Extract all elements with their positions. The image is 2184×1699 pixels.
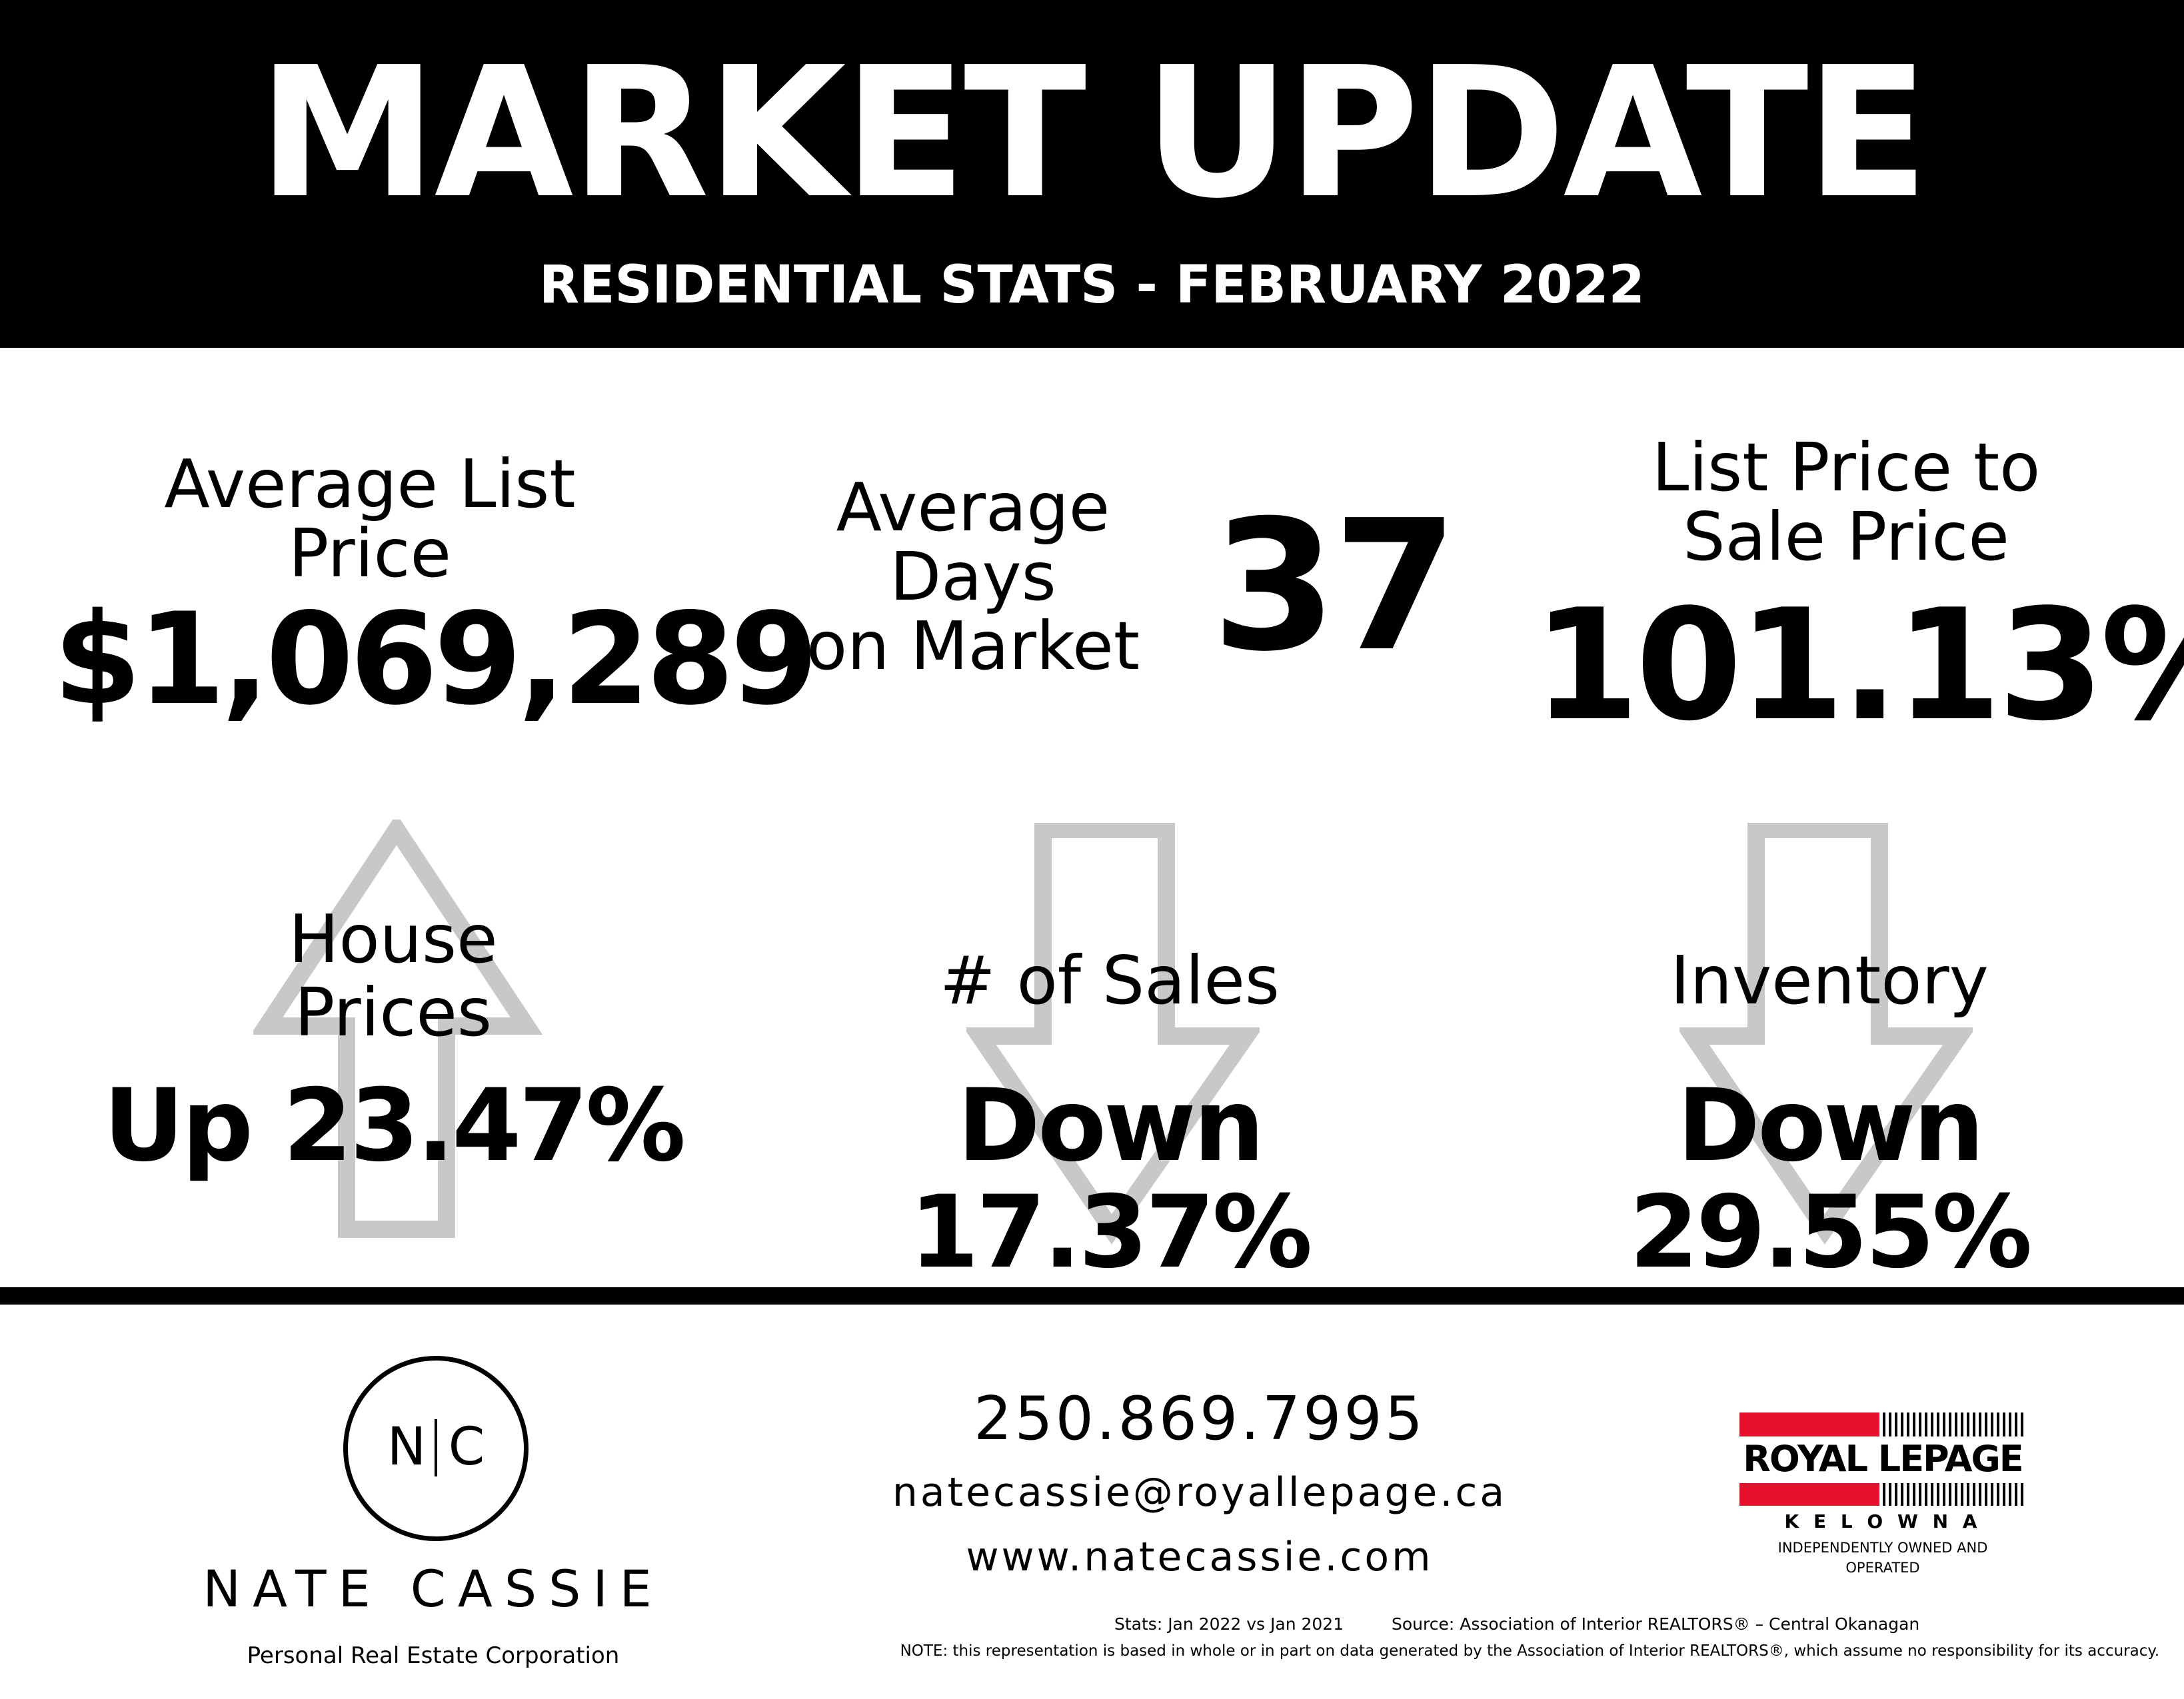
phone-number[interactable]: 250.869.7995 — [974, 1384, 1426, 1454]
brokerage-logo: ROYAL LEPAGE K E L O W N A INDEPENDENTLY… — [1739, 1413, 2026, 1576]
avg-days-value: 37 — [1212, 481, 1458, 691]
stats-note: Stats: Jan 2022 vs Jan 2021 — [1114, 1614, 1344, 1634]
brand-red-bar-top — [1739, 1413, 1879, 1436]
house-prices-label: House Prices — [289, 900, 498, 1051]
sales-value: Down 17.37% — [909, 1068, 1313, 1291]
disclaimer: NOTE: this representation is based in wh… — [900, 1642, 2159, 1660]
agent-logo: N C — [343, 1356, 529, 1541]
brand-red-bar-bottom — [1739, 1483, 1879, 1506]
logo-separator — [435, 1419, 437, 1476]
agent-corp: Personal Real Estate Corporation — [247, 1642, 620, 1669]
footer-divider — [0, 1287, 2184, 1305]
inventory-label: Inventory — [1670, 941, 1989, 1019]
email-link[interactable]: natecassie@royallepage.ca — [892, 1469, 1508, 1516]
logo-initial-right: C — [448, 1417, 485, 1477]
avg-list-price-label: Average List Price — [164, 445, 576, 592]
brokerage-tagline: INDEPENDENTLY OWNED AND OPERATED — [1777, 1540, 1988, 1576]
source-note: Source: Association of Interior REALTORS… — [1392, 1614, 1920, 1634]
barcode-top — [1883, 1413, 2026, 1436]
list-to-sale-value: 101.13% — [1533, 577, 2184, 755]
inventory-value: Down 29.55% — [1629, 1068, 2033, 1291]
down-arrow-icon — [966, 823, 1260, 1245]
page-title: MARKET UPDATE — [257, 28, 1929, 238]
list-to-sale-label: List Price to Sale Price — [1651, 428, 2041, 576]
down-arrow-icon — [1679, 823, 1973, 1245]
avg-list-price-value: $1,069,289 — [53, 586, 818, 733]
logo-initial-left: N — [387, 1417, 427, 1477]
brokerage-name: ROYAL LEPAGE — [1743, 1438, 2023, 1480]
avg-days-label: Average Days on Market — [806, 468, 1140, 685]
page-subtitle: RESIDENTIAL STATS - FEBRUARY 2022 — [539, 255, 1645, 315]
house-prices-value: Up 23.47% — [103, 1068, 686, 1184]
barcode-bottom — [1883, 1483, 2026, 1506]
header-banner — [0, 0, 2184, 348]
sales-label: # of Sales — [940, 941, 1280, 1019]
website-link[interactable]: www.natecassie.com — [966, 1534, 1434, 1580]
brokerage-city: K E L O W N A — [1784, 1510, 1981, 1532]
up-arrow-icon — [253, 820, 543, 1238]
agent-name: NATE CASSIE — [203, 1559, 664, 1618]
